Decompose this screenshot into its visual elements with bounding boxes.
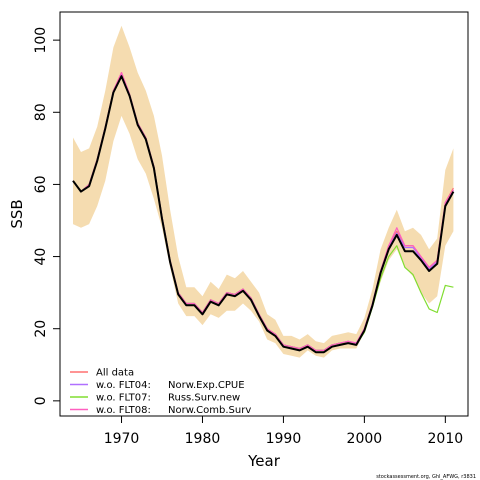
x-tick-label: 1980 xyxy=(185,431,221,447)
x-axis: 1970 1980 1990 2000 2010 xyxy=(104,415,464,447)
series-line-estimate xyxy=(72,75,455,354)
y-tick-label: 0 xyxy=(33,396,49,405)
legend-label: w.o. FLT07: xyxy=(96,393,151,404)
x-tick-label: 1970 xyxy=(104,431,140,447)
y-tick-label: 80 xyxy=(33,103,49,121)
x-tick-label: 2000 xyxy=(347,431,383,447)
x-axis-title: Year xyxy=(247,452,281,470)
confidence-band xyxy=(73,25,454,358)
legend-fleet: Norw.Exp.CPUE xyxy=(168,380,245,391)
y-tick-label: 60 xyxy=(33,176,49,194)
y-tick-label: 20 xyxy=(33,320,49,338)
legend-label: w.o. FLT08: xyxy=(96,405,151,416)
legend-label: w.o. FLT04: xyxy=(96,380,151,391)
footer-note: stockassessment.org, Ghl_AFWG, r3831 xyxy=(376,474,476,480)
legend-fleet: Russ.Surv.new xyxy=(168,393,240,404)
y-tick-label: 100 xyxy=(33,27,49,54)
x-tick-label: 2010 xyxy=(428,431,464,447)
legend-fleet: Norw.Comb.Surv xyxy=(168,405,251,416)
legend-label: All data xyxy=(96,368,134,379)
series-layer xyxy=(72,71,455,354)
y-tick-label: 40 xyxy=(33,248,49,266)
y-axis: 0 20 40 60 80 100 xyxy=(33,27,61,405)
confidence-band-layer xyxy=(73,25,454,358)
y-axis-title: SSB xyxy=(8,199,26,228)
x-tick-label: 1990 xyxy=(266,431,302,447)
